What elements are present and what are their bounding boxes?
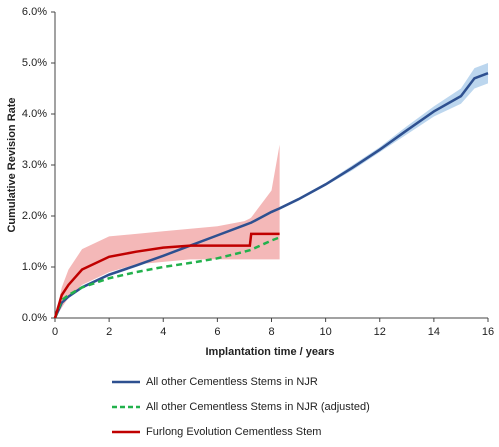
series-line [53, 236, 281, 319]
legend-label: Furlong Evolution Cementless Stem [146, 426, 321, 438]
x-tick-label: 2 [106, 326, 112, 338]
x-tick-label: 8 [268, 326, 274, 338]
x-tick-label: 12 [374, 326, 386, 338]
x-tick-label: 14 [428, 326, 440, 338]
y-tick-label: 6.0% [22, 6, 47, 18]
confidence-band [55, 144, 280, 318]
y-tick-label: 3.0% [22, 159, 47, 171]
y-tick-label: 0.0% [22, 312, 47, 324]
y-tick-label: 2.0% [22, 210, 47, 222]
y-tick-label: 5.0% [22, 57, 47, 69]
series-line [53, 72, 489, 319]
x-tick-label: 16 [482, 326, 494, 338]
legend-label: All other Cementless Stems in NJR (adjus… [146, 401, 370, 413]
x-tick-label: 0 [52, 326, 58, 338]
x-tick-label: 10 [320, 326, 332, 338]
x-tick-label: 6 [214, 326, 220, 338]
x-tick-label: 4 [160, 326, 166, 338]
x-axis-label: Implantation time / years [206, 346, 335, 358]
legend-label: All other Cementless Stems in NJR [146, 376, 318, 388]
y-axis-label: Cumulative Revision Rate [6, 97, 18, 232]
series-line [53, 232, 280, 319]
y-tick-label: 1.0% [22, 261, 47, 273]
y-tick-label: 4.0% [22, 108, 47, 120]
